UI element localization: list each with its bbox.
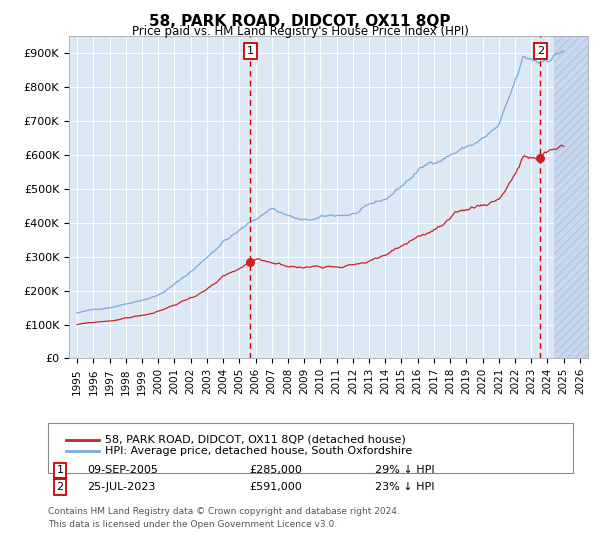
Text: 29% ↓ HPI: 29% ↓ HPI — [375, 465, 434, 475]
Text: 1: 1 — [247, 46, 254, 56]
Text: Price paid vs. HM Land Registry's House Price Index (HPI): Price paid vs. HM Land Registry's House … — [131, 25, 469, 38]
Text: £285,000: £285,000 — [249, 465, 302, 475]
Text: 2: 2 — [537, 46, 544, 56]
Text: 09-SEP-2005: 09-SEP-2005 — [87, 465, 158, 475]
Text: 2: 2 — [56, 482, 64, 492]
Text: Contains HM Land Registry data © Crown copyright and database right 2024.: Contains HM Land Registry data © Crown c… — [48, 507, 400, 516]
Text: 1: 1 — [56, 465, 64, 475]
Bar — [554, 36, 596, 358]
Text: 58, PARK ROAD, DIDCOT, OX11 8QP: 58, PARK ROAD, DIDCOT, OX11 8QP — [149, 14, 451, 29]
Bar — [554, 36, 596, 358]
Text: 23% ↓ HPI: 23% ↓ HPI — [375, 482, 434, 492]
Text: £591,000: £591,000 — [249, 482, 302, 492]
Text: HPI: Average price, detached house, South Oxfordshire: HPI: Average price, detached house, Sout… — [105, 446, 412, 456]
Text: 58, PARK ROAD, DIDCOT, OX11 8QP (detached house): 58, PARK ROAD, DIDCOT, OX11 8QP (detache… — [105, 435, 406, 445]
Text: 25-JUL-2023: 25-JUL-2023 — [87, 482, 155, 492]
Text: This data is licensed under the Open Government Licence v3.0.: This data is licensed under the Open Gov… — [48, 520, 337, 529]
